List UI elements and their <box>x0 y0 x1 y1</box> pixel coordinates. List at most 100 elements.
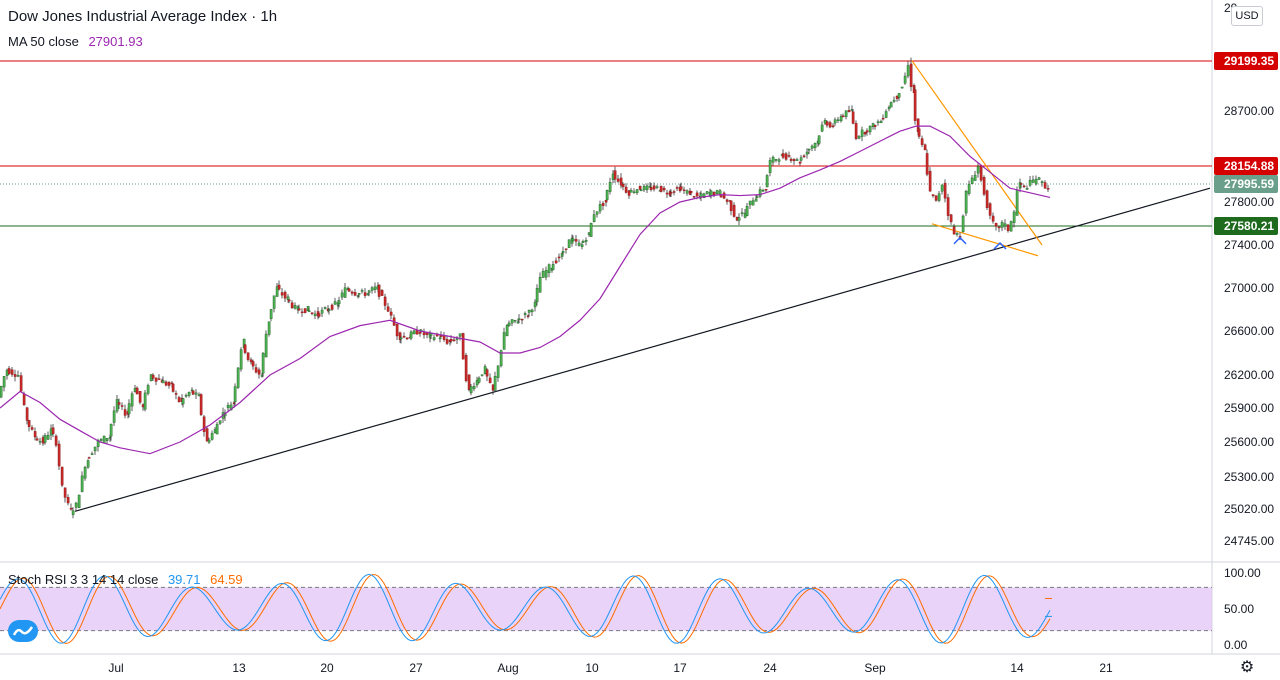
candle-body <box>105 438 109 441</box>
candle-body <box>287 299 291 302</box>
candle-body <box>60 466 64 486</box>
candle-body <box>277 284 281 290</box>
gear-icon[interactable]: ⚙ <box>1239 659 1255 676</box>
candle-body <box>581 241 585 243</box>
candle-body <box>438 337 442 340</box>
candle-body <box>449 338 453 342</box>
candle-body <box>903 75 907 84</box>
candle-body <box>897 93 901 98</box>
candle-body <box>215 424 219 435</box>
time-tick-label: Jul <box>108 661 123 675</box>
candle-body <box>184 394 188 397</box>
candle-body <box>202 416 206 432</box>
candle-body <box>876 121 880 123</box>
candle-body <box>955 233 959 235</box>
candle-body <box>360 290 364 292</box>
candle-body <box>943 182 947 199</box>
candle-body <box>154 377 158 382</box>
candle-body <box>561 251 565 253</box>
candle-body <box>906 65 910 77</box>
tradingview-logo-icon[interactable] <box>8 620 38 642</box>
candle-body <box>280 292 284 296</box>
candle-body <box>35 438 39 441</box>
candle-body <box>533 301 537 308</box>
candle-body <box>151 374 155 379</box>
candle-body <box>584 239 588 242</box>
candle-body <box>323 307 327 309</box>
candle-body <box>925 153 929 175</box>
candle-body <box>527 309 531 313</box>
price-tick-label: 25600.00 <box>1224 435 1274 449</box>
candle-body <box>13 374 17 377</box>
candle-body <box>99 439 103 441</box>
candle-body <box>669 192 673 194</box>
candle-body <box>655 186 659 188</box>
candle-body <box>616 178 620 182</box>
price-tick-label: 27400.00 <box>1224 238 1274 252</box>
candle-body <box>264 333 268 358</box>
price-tag <box>1214 52 1278 70</box>
stoch-legend: Stoch RSI 3 3 14 14 close 39.71 64.59 <box>8 572 243 587</box>
candle-body <box>784 153 788 160</box>
candle-body <box>994 222 998 227</box>
currency-button[interactable]: USD <box>1231 6 1263 26</box>
price-tick-label: 25020.00 <box>1224 502 1274 516</box>
candle-body <box>102 435 106 444</box>
candle-body <box>164 381 168 386</box>
candle-body <box>333 301 337 305</box>
candle-body <box>272 295 276 309</box>
candle-body <box>985 190 989 209</box>
candle-body <box>705 191 709 194</box>
candle-body <box>798 161 802 164</box>
candle-body <box>475 380 479 386</box>
candle-body <box>900 86 904 89</box>
trendline <box>911 60 1043 246</box>
candle-body <box>635 189 639 193</box>
candle-body <box>63 487 67 498</box>
candle-body <box>7 368 11 374</box>
candle-body <box>71 510 75 515</box>
candle-body <box>1028 179 1032 186</box>
caret-up-marker <box>993 241 1007 250</box>
candle-body <box>820 124 824 132</box>
candle-body <box>865 130 869 133</box>
candle-body <box>605 190 609 200</box>
candle-body <box>283 291 287 299</box>
candle-body <box>1025 188 1029 190</box>
candle-body <box>409 331 413 339</box>
candle-body <box>327 309 331 311</box>
candle-body <box>93 446 97 452</box>
candle-body <box>627 190 631 196</box>
candle-body <box>745 206 749 216</box>
candle-body <box>54 435 58 446</box>
candle-body <box>828 122 832 128</box>
candle-body <box>418 331 422 334</box>
candle-body <box>513 319 517 322</box>
candle-body <box>547 264 551 274</box>
candle-body <box>844 110 848 117</box>
candle-body <box>307 310 311 312</box>
candle-body <box>485 369 489 377</box>
candle-body <box>19 375 23 392</box>
price-tick-label: 26200.00 <box>1224 368 1274 382</box>
candle-body <box>386 306 390 312</box>
candle-body <box>768 160 772 173</box>
time-tick-label: 27 <box>409 661 423 675</box>
ma50-line <box>0 125 1051 455</box>
candle-body <box>868 125 872 133</box>
candle-body <box>380 290 384 296</box>
candle-body <box>499 350 503 367</box>
candle-body <box>452 339 456 342</box>
candle-body <box>580 244 584 247</box>
candle-body <box>887 107 891 110</box>
candle-body <box>130 393 134 407</box>
candle-body <box>38 440 42 443</box>
candle-body <box>571 238 575 241</box>
candle-body <box>239 349 243 370</box>
candle-body <box>517 318 521 320</box>
price-tag-label: 27580.21 <box>1224 219 1274 233</box>
candle-body <box>233 386 237 403</box>
candle-body <box>613 170 617 180</box>
candle-body <box>269 309 273 319</box>
